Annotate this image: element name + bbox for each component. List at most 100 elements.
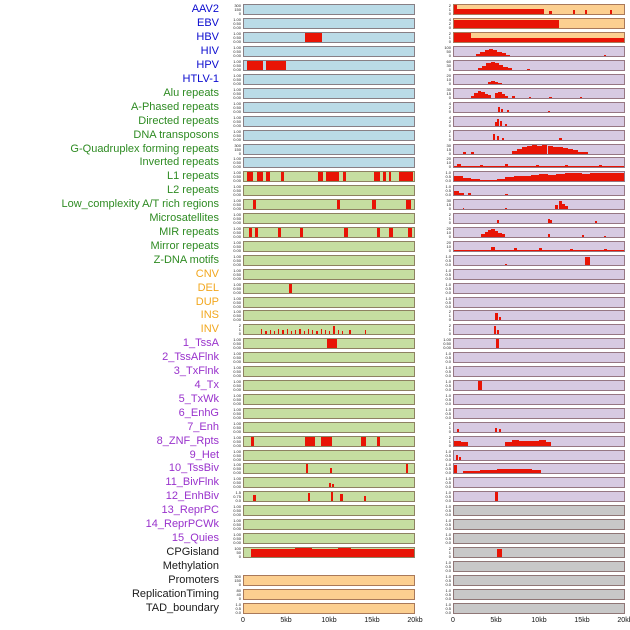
y-tick-label: 1 bbox=[448, 438, 451, 444]
signal-bar bbox=[273, 331, 276, 335]
signal-bar bbox=[569, 248, 573, 251]
track-label: Low_complexity A/T rich regions bbox=[61, 198, 219, 211]
signal-bar bbox=[340, 494, 343, 502]
track-row: Z-DNA motifs 1.00 0.50 0.00 1.0 0.5 0.0 bbox=[0, 253, 625, 267]
signal-bar bbox=[564, 172, 573, 182]
signal-bar bbox=[565, 206, 568, 210]
y-tick-label: 1 bbox=[448, 424, 451, 430]
signal-bar bbox=[247, 172, 254, 182]
y-ticks-left: 300 150 0 bbox=[225, 4, 243, 15]
y-tick-label: 0.00 bbox=[233, 512, 241, 517]
track-row: EBV 1.00 0.50 0.00 4 2 0 bbox=[0, 17, 625, 31]
signal-bar bbox=[307, 493, 311, 502]
y-tick-label: 1.00 bbox=[233, 421, 241, 426]
track-panel-left bbox=[243, 199, 415, 211]
y-tick-label: 0 bbox=[448, 442, 451, 447]
signal-bar bbox=[454, 33, 471, 43]
y-tick-label: 0.0 bbox=[445, 512, 451, 517]
track-panel-right bbox=[453, 213, 625, 225]
signal-bar bbox=[484, 49, 489, 57]
y-tick-label: 0.5 bbox=[445, 285, 451, 291]
y-ticks-left: 1.00 0.50 0.00 bbox=[225, 130, 243, 141]
x-axis-label: 20kb bbox=[407, 617, 423, 624]
signal-bar bbox=[493, 326, 497, 335]
track-panel-right bbox=[453, 491, 625, 503]
signal-bar bbox=[327, 339, 338, 349]
y-tick-label: 1.00 bbox=[233, 338, 241, 343]
y-tick-label: 0.0 bbox=[445, 456, 451, 461]
signal-bar bbox=[496, 469, 505, 474]
signal-bar bbox=[250, 436, 255, 446]
signal-bar bbox=[516, 149, 522, 154]
y-tick-label: 1 bbox=[448, 7, 451, 13]
signal-bar bbox=[364, 329, 367, 335]
signal-bar bbox=[479, 164, 483, 168]
track-row: A-Phased repeats 1.00 0.50 0.00 4 2 0 bbox=[0, 100, 625, 114]
track-panel-right bbox=[453, 602, 625, 614]
y-tick-label: 0.00 bbox=[233, 164, 241, 169]
y-tick-label: 0.5 bbox=[445, 577, 451, 583]
y-tick-label: 0.00 bbox=[233, 192, 241, 197]
track-panel-left bbox=[243, 185, 415, 197]
y-tick-label: 1.00 bbox=[233, 87, 241, 92]
signal-bar bbox=[286, 329, 288, 335]
signal-bar bbox=[460, 442, 468, 446]
track-row: 14_ReprPCWk 1.00 0.50 0.00 1.0 0.5 0.0 bbox=[0, 518, 625, 532]
y-tick-label: 0.50 bbox=[233, 202, 241, 208]
y-tick-label: 0.50 bbox=[233, 535, 241, 541]
track-panel-right bbox=[453, 393, 625, 405]
track-panel-left bbox=[243, 519, 415, 531]
track-panel-right bbox=[453, 240, 625, 252]
y-tick-label: 2 bbox=[448, 213, 451, 218]
y-ticks-left: 300 150 0 bbox=[225, 144, 243, 155]
track-label: 3_TxFlnk bbox=[173, 365, 219, 378]
track-label: Promoters bbox=[168, 573, 219, 586]
signal-bar bbox=[615, 173, 624, 182]
track-panel-right bbox=[453, 171, 625, 183]
y-tick-label: 0.00 bbox=[233, 442, 241, 447]
track-label: ReplicationTiming bbox=[131, 587, 219, 600]
track-panel-left bbox=[243, 477, 415, 489]
y-ticks-left: 1.00 0.50 0.00 bbox=[225, 60, 243, 71]
signal-bar bbox=[542, 145, 548, 154]
y-tick-label: 0.5 bbox=[445, 271, 451, 277]
track-label: 10_TssBiv bbox=[168, 462, 219, 475]
signal-bar bbox=[305, 33, 323, 43]
signal-bar bbox=[471, 37, 624, 43]
y-ticks-left: 1.00 0.50 0.00 bbox=[225, 269, 243, 280]
y-tick-label: 0.00 bbox=[233, 359, 241, 364]
y-tick-label: 1.0 bbox=[445, 407, 451, 412]
y-tick-label: 150 bbox=[234, 7, 241, 13]
signal-bar bbox=[505, 263, 508, 265]
signal-bar bbox=[488, 48, 494, 57]
y-tick-label: 0.00 bbox=[443, 345, 451, 350]
y-tick-label: 1.00 bbox=[233, 532, 241, 537]
signal-bar bbox=[454, 5, 458, 15]
y-tick-label: 1.00 bbox=[233, 268, 241, 273]
track-panel-right bbox=[453, 32, 625, 44]
signal-bar bbox=[501, 53, 506, 57]
y-tick-label: 1.00 bbox=[233, 296, 241, 301]
signal-bar bbox=[476, 54, 481, 57]
y-tick-label: 0.00 bbox=[233, 178, 241, 183]
signal-bar bbox=[493, 49, 498, 57]
track-label: AAV2 bbox=[191, 3, 219, 16]
signal-bar bbox=[578, 151, 584, 154]
track-label: Mirror repeats bbox=[150, 239, 219, 252]
signal-bar bbox=[484, 232, 488, 237]
signal-bar bbox=[471, 178, 480, 182]
track-panel-left bbox=[243, 532, 415, 544]
track-label: Z-DNA motifs bbox=[153, 253, 219, 266]
y-ticks-left: 1.00 0.50 0.00 bbox=[225, 366, 243, 377]
signal-bar bbox=[305, 436, 316, 446]
y-ticks-right: 1.0 0.5 0.0 bbox=[415, 491, 453, 502]
y-tick-label: 1.00 bbox=[233, 115, 241, 120]
signal-bar bbox=[479, 179, 488, 182]
signal-bar bbox=[498, 429, 501, 432]
y-tick-label: 0 bbox=[238, 150, 241, 155]
y-tick-label: 1.0 bbox=[445, 393, 451, 398]
